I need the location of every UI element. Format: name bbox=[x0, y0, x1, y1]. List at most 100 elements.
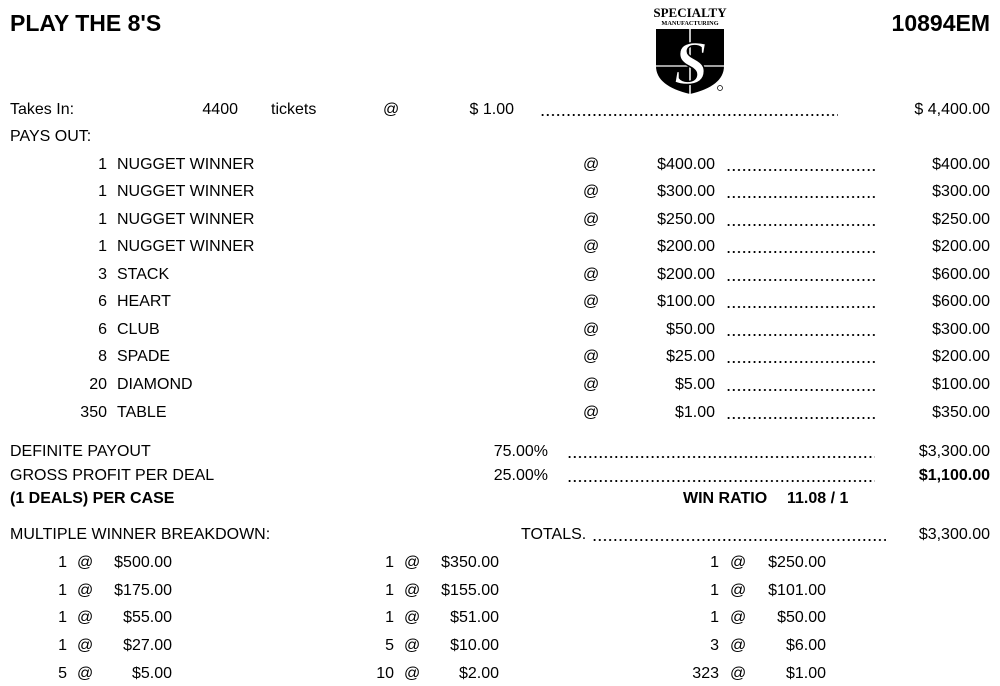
payout-total: $600.00 bbox=[932, 266, 990, 283]
win-ratio-value: 11.08 / 1 bbox=[787, 490, 849, 507]
breakdown-amount: $2.00 bbox=[458, 665, 499, 682]
dot-leader bbox=[726, 238, 876, 256]
breakdown-qty: 1 bbox=[58, 582, 67, 599]
payout-price: $400.00 bbox=[657, 156, 715, 173]
specialty-manufacturing-logo: SPECIALTY MANUFACTURING S bbox=[653, 5, 727, 96]
at-symbol: @ bbox=[404, 554, 421, 571]
gross-profit-total: $1,100.00 bbox=[918, 467, 990, 484]
at-symbol: @ bbox=[583, 183, 600, 200]
dot-leader bbox=[726, 321, 876, 339]
breakdown-qty: 323 bbox=[692, 665, 719, 682]
payout-qty: 8 bbox=[98, 348, 107, 365]
breakdown-amount: $1.00 bbox=[785, 665, 826, 682]
breakdown-total: $3,300.00 bbox=[918, 526, 990, 543]
takes-in-total: $ 4,400.00 bbox=[914, 101, 990, 118]
payout-total: $300.00 bbox=[932, 183, 990, 200]
payout-total: $300.00 bbox=[932, 321, 990, 338]
payout-qty: 1 bbox=[98, 211, 107, 228]
win-ratio-label: WIN RATIO bbox=[683, 490, 768, 507]
payout-name: TABLE bbox=[117, 404, 167, 421]
deals-per-case: (1 DEALS) PER CASE bbox=[10, 490, 175, 507]
dot-leader bbox=[540, 101, 838, 119]
payout-qty: 1 bbox=[98, 183, 107, 200]
breakdown-qty: 1 bbox=[710, 554, 719, 571]
payout-total: $200.00 bbox=[932, 348, 990, 365]
at-symbol: @ bbox=[77, 665, 94, 682]
payout-price: $250.00 bbox=[657, 211, 715, 228]
dot-leader bbox=[726, 211, 876, 229]
at-symbol: @ bbox=[583, 404, 600, 421]
breakdown-amount: $51.00 bbox=[450, 609, 499, 626]
breakdown-amount: $175.00 bbox=[114, 582, 172, 599]
dot-leader bbox=[726, 183, 876, 201]
breakdown-amount: $350.00 bbox=[441, 554, 499, 571]
at-symbol: @ bbox=[583, 376, 600, 393]
payout-price: $1.00 bbox=[674, 404, 715, 421]
ticket-price: $ 1.00 bbox=[469, 101, 514, 118]
at-symbol: @ bbox=[730, 554, 747, 571]
dot-leader bbox=[726, 404, 876, 422]
payout-price: $300.00 bbox=[657, 183, 715, 200]
payout-total: $250.00 bbox=[932, 211, 990, 228]
at-symbol: @ bbox=[77, 582, 94, 599]
breakdown-amount: $250.00 bbox=[768, 554, 826, 571]
at-symbol: @ bbox=[583, 156, 600, 173]
at-symbol: @ bbox=[404, 665, 421, 682]
payout-qty: 1 bbox=[98, 238, 107, 255]
at-symbol: @ bbox=[583, 321, 600, 338]
pays-out-label: PAYS OUT: bbox=[10, 128, 92, 145]
payout-qty: 6 bbox=[98, 293, 107, 310]
payout-qty: 3 bbox=[98, 266, 107, 283]
breakdown-amount: $27.00 bbox=[123, 637, 172, 654]
at-symbol: @ bbox=[404, 609, 421, 626]
breakdown-qty: 1 bbox=[58, 554, 67, 571]
gross-profit-label: GROSS PROFIT PER DEAL bbox=[10, 467, 215, 484]
breakdown-amount: $155.00 bbox=[441, 582, 499, 599]
at-symbol: @ bbox=[730, 637, 747, 654]
breakdown-amount: $55.00 bbox=[123, 609, 172, 626]
at-symbol: @ bbox=[404, 582, 421, 599]
definite-payout-total: $3,300.00 bbox=[918, 443, 990, 460]
breakdown-amount: $101.00 bbox=[768, 582, 826, 599]
payout-qty: 20 bbox=[89, 376, 107, 393]
breakdown-qty: 1 bbox=[385, 582, 394, 599]
payout-price: $200.00 bbox=[657, 238, 715, 255]
dot-leader bbox=[567, 467, 875, 485]
form-number: 10894EM bbox=[891, 10, 990, 36]
payout-name: NUGGET WINNER bbox=[117, 183, 255, 200]
dot-leader bbox=[726, 293, 876, 311]
at-symbol: @ bbox=[77, 554, 94, 571]
payout-total: $400.00 bbox=[932, 156, 990, 173]
at-symbol: @ bbox=[77, 609, 94, 626]
takes-in-label: Takes In: bbox=[10, 101, 75, 118]
payout-price: $200.00 bbox=[657, 266, 715, 283]
breakdown-qty: 1 bbox=[58, 637, 67, 654]
payout-qty: 350 bbox=[80, 404, 107, 421]
totals-label: TOTALS. bbox=[521, 526, 587, 543]
dot-leader bbox=[726, 376, 876, 394]
at-symbol: @ bbox=[583, 238, 600, 255]
dot-leader bbox=[726, 156, 876, 174]
breakdown-qty: 5 bbox=[58, 665, 67, 682]
payout-name: HEART bbox=[117, 293, 171, 310]
payout-name: NUGGET WINNER bbox=[117, 238, 255, 255]
breakdown-amount: $500.00 bbox=[114, 554, 172, 571]
breakdown-amount: $5.00 bbox=[131, 665, 172, 682]
payout-price: $5.00 bbox=[674, 376, 715, 393]
breakdown-qty: 10 bbox=[376, 665, 394, 682]
payout-total: $200.00 bbox=[932, 238, 990, 255]
at-symbol: @ bbox=[383, 101, 400, 118]
payout-price: $100.00 bbox=[657, 293, 715, 310]
definite-payout-percent: 75.00% bbox=[493, 443, 548, 460]
breakdown-qty: 5 bbox=[385, 637, 394, 654]
gross-profit-percent: 25.00% bbox=[493, 467, 548, 484]
payout-total: $100.00 bbox=[932, 376, 990, 393]
breakdown-qty: 1 bbox=[385, 609, 394, 626]
svg-text:S: S bbox=[674, 30, 708, 96]
breakdown-qty: 1 bbox=[58, 609, 67, 626]
svg-text:SPECIALTY: SPECIALTY bbox=[653, 5, 727, 20]
at-symbol: @ bbox=[730, 665, 747, 682]
tickets-label: tickets bbox=[271, 101, 317, 118]
payout-price: $50.00 bbox=[666, 321, 715, 338]
breakdown-label: MULTIPLE WINNER BREAKDOWN: bbox=[10, 526, 271, 543]
